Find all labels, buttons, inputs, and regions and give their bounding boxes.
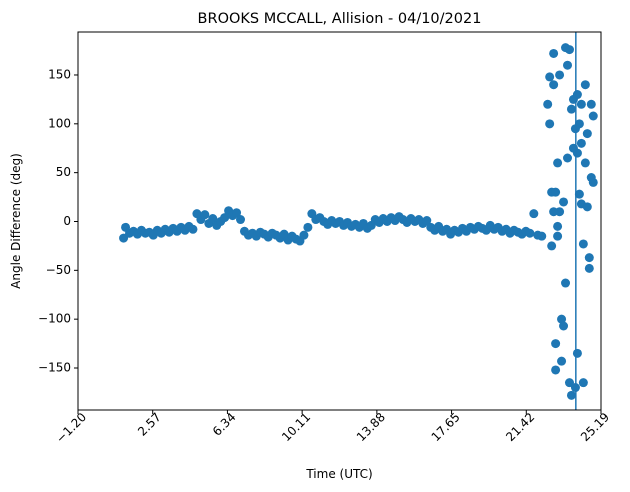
x-tick-label: 17.65 bbox=[429, 410, 463, 444]
point bbox=[588, 177, 598, 187]
point bbox=[555, 70, 565, 80]
point bbox=[566, 104, 576, 114]
y-axis-label: Angle Difference (deg) bbox=[9, 153, 23, 289]
point bbox=[232, 208, 242, 218]
point bbox=[564, 45, 574, 55]
point bbox=[582, 129, 592, 139]
point bbox=[547, 241, 557, 251]
point bbox=[551, 339, 561, 349]
point bbox=[549, 48, 559, 58]
point bbox=[584, 253, 594, 263]
point bbox=[578, 239, 588, 249]
point bbox=[549, 80, 559, 90]
point bbox=[574, 189, 584, 199]
y-tick-label: −150 bbox=[38, 361, 71, 375]
point bbox=[188, 224, 198, 234]
point bbox=[557, 356, 567, 366]
x-tick-label: 10.11 bbox=[279, 410, 313, 444]
point bbox=[584, 263, 594, 273]
y-tick-label: 50 bbox=[56, 165, 71, 179]
point bbox=[572, 148, 582, 158]
point bbox=[588, 111, 598, 121]
point bbox=[582, 202, 592, 212]
point bbox=[236, 215, 246, 225]
point bbox=[557, 314, 567, 324]
point bbox=[545, 72, 555, 82]
point bbox=[561, 278, 571, 288]
point bbox=[529, 209, 539, 219]
point bbox=[220, 213, 230, 223]
point bbox=[551, 187, 561, 197]
y-tick-label: −100 bbox=[38, 312, 71, 326]
point bbox=[576, 99, 586, 109]
point bbox=[553, 158, 563, 168]
point bbox=[563, 60, 573, 70]
point bbox=[545, 119, 555, 129]
point bbox=[564, 378, 574, 388]
x-tick-label: −1.20 bbox=[53, 410, 89, 446]
point bbox=[537, 231, 547, 241]
y-tick-label: 100 bbox=[48, 116, 71, 130]
x-tick-label: 2.57 bbox=[135, 410, 164, 439]
x-tick-label: 25.19 bbox=[578, 410, 612, 444]
point bbox=[559, 321, 569, 331]
x-tick-label: 6.34 bbox=[210, 410, 239, 439]
x-tick-label: 21.42 bbox=[503, 410, 537, 444]
point bbox=[578, 378, 588, 388]
point bbox=[586, 99, 596, 109]
point bbox=[299, 230, 309, 240]
point bbox=[525, 228, 535, 238]
point bbox=[208, 214, 218, 224]
y-tick-label: 0 bbox=[63, 214, 71, 228]
point bbox=[119, 233, 129, 243]
point bbox=[563, 153, 573, 163]
point bbox=[572, 90, 582, 100]
point bbox=[549, 207, 559, 217]
point bbox=[572, 348, 582, 358]
point bbox=[200, 210, 210, 220]
chart-title: BROOKS MCCALL, Allision - 04/10/2021 bbox=[198, 11, 482, 27]
point bbox=[559, 197, 569, 207]
point bbox=[543, 99, 553, 109]
plot-area bbox=[119, 32, 598, 410]
point bbox=[580, 158, 590, 168]
x-axis-label: Time (UTC) bbox=[305, 467, 372, 481]
point bbox=[551, 365, 561, 375]
point bbox=[553, 231, 563, 241]
point bbox=[580, 80, 590, 90]
y-tick-label: −50 bbox=[46, 263, 71, 277]
point bbox=[576, 138, 586, 148]
point bbox=[303, 222, 313, 232]
point bbox=[566, 390, 576, 400]
x-tick-label: 13.88 bbox=[354, 410, 388, 444]
y-tick-label: 150 bbox=[48, 67, 71, 81]
point bbox=[422, 216, 432, 226]
point bbox=[553, 221, 563, 231]
